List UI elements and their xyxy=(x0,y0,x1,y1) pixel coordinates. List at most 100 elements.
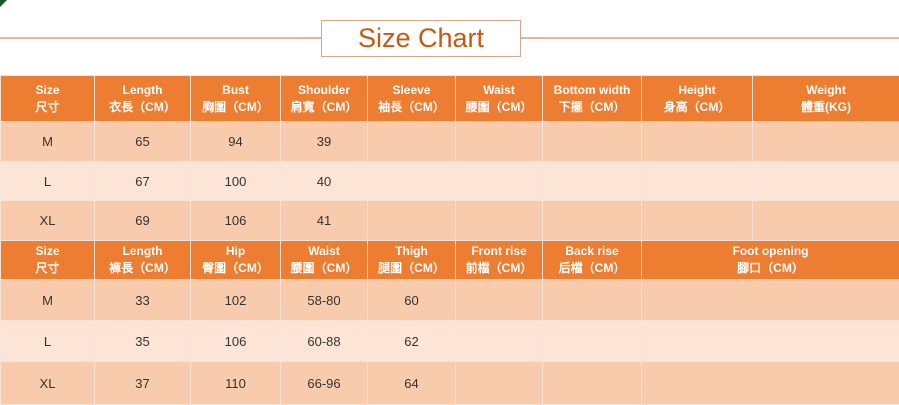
table-cell: 100 xyxy=(191,162,281,201)
table-cell: 58-80 xyxy=(281,280,368,321)
header-zh: 后檔（CM） xyxy=(543,260,641,277)
header-zh: 前檔（CM） xyxy=(456,260,542,277)
table-cell xyxy=(543,362,642,405)
table-cell xyxy=(456,280,543,321)
table-cell: 69 xyxy=(95,201,191,241)
table-cell xyxy=(543,201,642,241)
table-cell: 106 xyxy=(191,321,281,362)
table-cell: 40 xyxy=(281,162,368,201)
header-en: Waist xyxy=(456,82,542,99)
table-cell xyxy=(543,162,642,201)
header-zh: 尺寸 xyxy=(1,260,94,277)
table-cell: 106 xyxy=(191,201,281,241)
table-cell: XL xyxy=(1,201,95,241)
table-cell: 102 xyxy=(191,280,281,321)
table-cell: 65 xyxy=(95,122,191,162)
table-cell xyxy=(753,201,899,241)
table-cell: 60-88 xyxy=(281,321,368,362)
table-cell: 67 xyxy=(95,162,191,201)
header-en: Thigh xyxy=(368,243,455,260)
table-cell xyxy=(456,321,543,362)
header-zh: 袖長（CM） xyxy=(368,99,455,116)
title-rule-right xyxy=(521,37,899,39)
table-cell xyxy=(543,122,642,162)
header-en: Bottom width xyxy=(543,82,641,99)
table-cell xyxy=(642,162,753,201)
table-cell: 64 xyxy=(368,362,456,405)
table-cell xyxy=(456,362,543,405)
table-cell: L xyxy=(1,321,95,362)
table-cell: 37 xyxy=(95,362,191,405)
header-en: Weight xyxy=(753,82,899,99)
table-cell: 94 xyxy=(191,122,281,162)
table-cell xyxy=(543,321,642,362)
table-cell: 60 xyxy=(368,280,456,321)
header-zh: 下擺（CM） xyxy=(543,99,641,116)
header-en: Size xyxy=(1,82,94,99)
table-cell: 35 xyxy=(95,321,191,362)
header-en: Waist xyxy=(281,243,367,260)
header-zh: 腳口（CM） xyxy=(642,260,899,277)
header-en: Shoulder xyxy=(281,82,367,99)
table-cell xyxy=(368,122,456,162)
header-en: Length xyxy=(95,243,190,260)
table-cell xyxy=(368,201,456,241)
header-en: Back rise xyxy=(543,243,641,260)
table-cell: L xyxy=(1,162,95,201)
header-en: Size xyxy=(1,243,94,260)
table-cell xyxy=(456,162,543,201)
header-en: Foot opening xyxy=(642,243,899,260)
corner-mark xyxy=(0,0,7,7)
header-zh: 肩寬（CM） xyxy=(281,99,367,116)
table-cell xyxy=(456,122,543,162)
table-cell: 41 xyxy=(281,201,368,241)
header-en: Hip xyxy=(191,243,280,260)
table-cell: M xyxy=(1,122,95,162)
table-cell xyxy=(642,280,899,321)
header-en: Sleeve xyxy=(368,82,455,99)
table-cell: XL xyxy=(1,362,95,405)
header-zh: 褲長（CM） xyxy=(95,260,190,277)
table-cell: M xyxy=(1,280,95,321)
table-cell xyxy=(642,321,899,362)
table-cell: 66-96 xyxy=(281,362,368,405)
table-cell xyxy=(456,201,543,241)
table-cell xyxy=(753,162,899,201)
table-cell xyxy=(543,280,642,321)
header-zh: 臀圍（CM） xyxy=(191,260,280,277)
table-cell xyxy=(642,201,753,241)
page-title: Size Chart xyxy=(321,20,521,57)
table-cell xyxy=(642,362,899,405)
header-zh: 腿圍（CM） xyxy=(368,260,455,277)
title-rule-left xyxy=(0,37,321,39)
table-cell: 110 xyxy=(191,362,281,405)
header-zh: 腰圍（CM） xyxy=(281,260,367,277)
